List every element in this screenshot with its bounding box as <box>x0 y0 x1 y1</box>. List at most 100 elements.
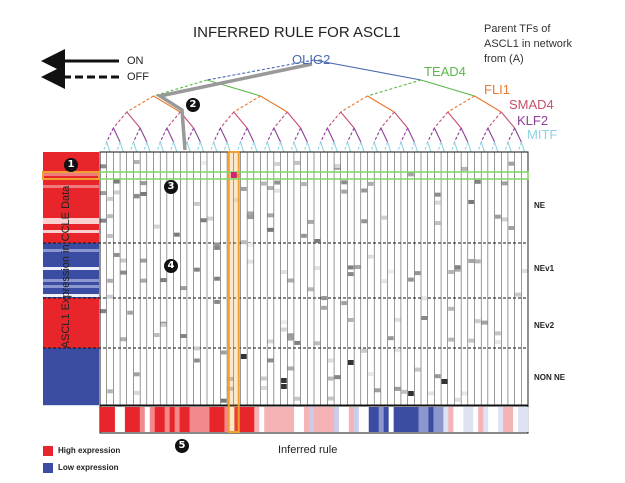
tree-edge-on <box>326 127 335 143</box>
rule-cell <box>113 252 120 257</box>
expression-cell <box>43 313 99 317</box>
rule-bar-cell <box>314 407 320 432</box>
rule-bar-cell <box>463 407 469 432</box>
rule-bar-cell <box>378 407 385 432</box>
rule-cell <box>100 191 107 196</box>
rule-cell <box>267 186 274 191</box>
tree-edge-off <box>507 127 516 143</box>
rule-cell <box>247 215 254 220</box>
tree-edge-on <box>494 141 499 153</box>
rule-cell <box>301 182 307 187</box>
tree-edge-on <box>474 95 502 113</box>
rule-bar-cell <box>234 407 240 432</box>
rule-cell <box>521 269 528 274</box>
tree-edge-off <box>356 141 362 153</box>
tree-edge-on <box>400 141 405 153</box>
expression-cell <box>43 197 99 201</box>
tree-edge-off <box>487 111 502 129</box>
tree-edge-on <box>407 127 415 143</box>
rule-cell <box>154 333 160 338</box>
rule-tree <box>102 59 526 153</box>
rule-cell <box>107 389 113 394</box>
tree-edge-off <box>186 127 195 143</box>
expression-cell <box>43 378 99 382</box>
expression-cell <box>43 354 99 358</box>
rule-cell <box>100 164 107 169</box>
rule-grid <box>43 151 529 406</box>
rule-cell <box>448 269 454 274</box>
expression-cell <box>43 325 99 329</box>
expression-cell <box>43 215 99 219</box>
rule-cell <box>341 180 347 185</box>
rule-bar-cell <box>284 407 290 432</box>
rule-cell <box>220 398 227 403</box>
rule-cell <box>234 198 240 203</box>
rule-cell <box>207 216 214 221</box>
expression-cell <box>43 319 99 323</box>
expression-cell <box>43 363 99 367</box>
expression-cell <box>43 375 99 379</box>
expression-cell <box>43 288 99 292</box>
rule-cell <box>408 172 414 177</box>
rule-cell <box>214 242 220 247</box>
rule-cell <box>414 367 421 372</box>
rule-cell <box>261 376 267 381</box>
rule-bar-cell <box>264 407 270 432</box>
tree-edge-on <box>427 141 432 153</box>
rule-bar-cell <box>473 407 479 432</box>
rule-bar-cell <box>443 407 449 432</box>
expression-cell <box>43 230 99 234</box>
rule-bar-cell <box>363 407 370 432</box>
tree-edge-on <box>219 127 228 143</box>
rule-cell <box>501 217 508 222</box>
rule-cell <box>408 391 414 396</box>
tree-edge-off <box>397 141 402 153</box>
rule-cell <box>495 214 501 219</box>
rule-bar-cell <box>438 407 444 432</box>
tree-edge-off <box>166 111 181 129</box>
expression-cell <box>43 291 99 295</box>
rule-bar-cell <box>154 407 161 432</box>
expression-cell <box>43 396 99 400</box>
rule-cell <box>214 299 220 304</box>
tree-edge-off <box>236 141 241 153</box>
rule-bar-cell <box>184 407 190 432</box>
rule-cell <box>287 333 294 338</box>
expression-cell <box>43 227 99 231</box>
rule-cell <box>314 239 321 244</box>
rule-cell <box>107 214 113 219</box>
tree-edge-on <box>487 127 496 143</box>
tree-edge-on <box>380 127 389 143</box>
expression-cell <box>43 185 99 189</box>
tf-label-klf2: KLF2 <box>517 113 549 128</box>
marker-badge-4: 4 <box>164 259 178 273</box>
expression-cell <box>43 270 99 274</box>
rule-cell <box>441 379 448 384</box>
rule-bar-cell <box>393 407 400 432</box>
tree-edge-off <box>156 141 161 153</box>
rule-cell <box>368 254 374 259</box>
tree-edge-off <box>433 111 449 129</box>
rule-cell <box>120 337 127 342</box>
rule-bar-cell <box>309 407 315 432</box>
tree-edge-off <box>213 127 221 143</box>
rule-cell <box>281 327 287 332</box>
rule-cell <box>448 306 454 311</box>
rule-bar-cell <box>448 407 454 432</box>
expression-cell <box>43 402 99 406</box>
rule-bar-cell <box>164 407 171 432</box>
x-axis-label: Inferred rule <box>278 444 338 456</box>
tf-label-smad4: SMAD4 <box>509 97 554 112</box>
expression-cell <box>43 372 99 376</box>
rule-bar-cell <box>468 407 474 432</box>
expression-cell <box>43 243 99 247</box>
rule-bar-cell <box>433 407 439 432</box>
rule-cell <box>434 221 441 226</box>
rule-bar-cell <box>348 407 355 432</box>
rule-cell <box>388 336 394 341</box>
rule-cell <box>468 338 474 343</box>
rule-bar-cell <box>458 407 464 432</box>
rule-bar-cell <box>239 407 245 432</box>
expression-cell <box>43 393 99 397</box>
rule-bar-cell <box>294 407 300 432</box>
